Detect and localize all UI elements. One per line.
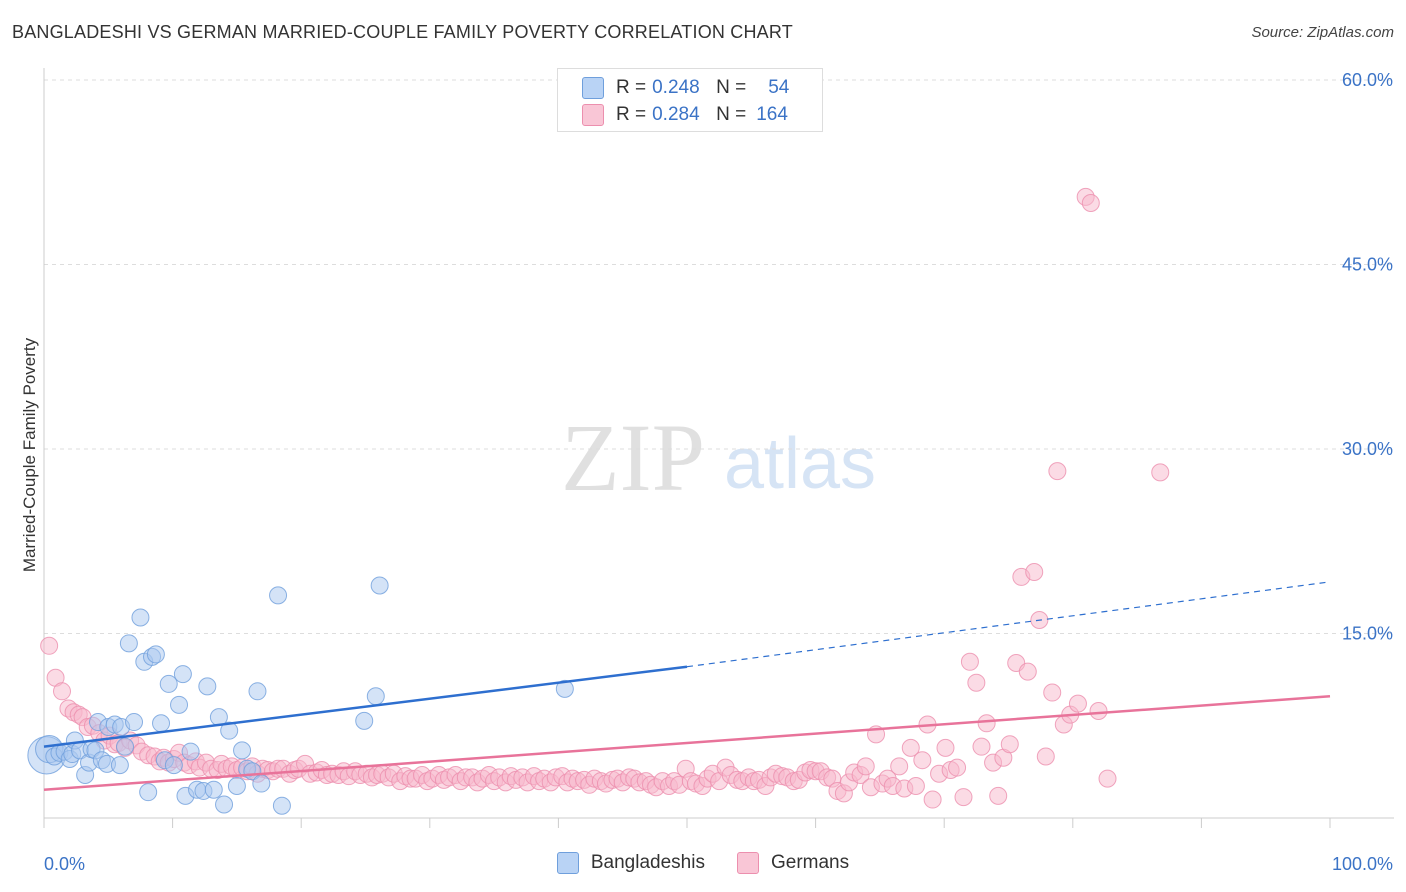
bangladeshis-point (164, 756, 183, 775)
r-value: 0.284 (652, 104, 700, 125)
germans-point (967, 673, 986, 692)
germans-point (960, 652, 979, 671)
germans-point (989, 786, 1008, 805)
bangladeshis-point (110, 756, 129, 775)
bangladeshis-point (116, 737, 135, 756)
legend-label: Bangladeshis (590, 852, 705, 873)
bangladeshis-point (272, 796, 291, 815)
germans-point (1081, 194, 1100, 212)
y-tick-labels: 15.0% 30.0% 45.0% 60.0% (1342, 70, 1393, 644)
watermark-atlas: atlas (724, 424, 876, 504)
axes (43, 68, 1394, 828)
germans-swatch (582, 104, 604, 126)
bangladeshis-point (181, 742, 200, 761)
germans-point (948, 758, 967, 777)
bangladeshis-point (370, 576, 389, 595)
y-tick-label: 60.0% (1342, 70, 1393, 90)
germans-swatch (736, 852, 759, 874)
watermark: ZIP atlas (561, 404, 876, 511)
bangladeshis-point (215, 795, 234, 814)
bangladeshis-swatch (556, 852, 579, 874)
germans-point (901, 738, 920, 757)
bangladeshis-swatch (582, 77, 604, 99)
bangladeshis-point (204, 780, 223, 799)
bangladeshis-point (555, 679, 574, 698)
germans-trend-line (43, 694, 1331, 791)
germans-point (923, 790, 942, 809)
bangladeshis-point (131, 608, 150, 627)
germans-point (1068, 694, 1087, 713)
source-credit: Source: ZipAtlas.com (1251, 24, 1394, 41)
germans-point (40, 636, 59, 655)
bangladeshis-point (227, 777, 246, 796)
bangladeshis-points (27, 576, 574, 815)
germans-point (890, 757, 909, 776)
bangladeshis-point (366, 687, 385, 706)
germans-point (1089, 701, 1108, 720)
r-value: 0.248 (652, 77, 700, 98)
bangladeshis-trend-line (43, 665, 688, 748)
stats-legend: R = 0.248 N = 54 R = 0.284 N = 164 (557, 68, 823, 132)
bangladeshis-point (198, 677, 217, 696)
germans-point (1018, 662, 1037, 681)
germans-point (954, 788, 973, 807)
germans-point (1151, 463, 1170, 482)
germans-point (977, 714, 996, 733)
bangladeshis-point (220, 721, 239, 740)
germans-point (1048, 462, 1067, 481)
bangladeshis-point (355, 711, 374, 730)
germans-point (1043, 683, 1062, 702)
germans-point (972, 737, 991, 756)
germans-point (1000, 735, 1019, 754)
stats-row-germans: R = 0.284 N = 164 (582, 104, 788, 126)
bangladeshis-trend-extension (686, 581, 1331, 668)
legend-item-germans[interactable]: Germans (736, 852, 850, 874)
germans-point (913, 751, 932, 770)
n-value: 54 (768, 77, 790, 98)
germans-point (856, 757, 875, 776)
germans-point (1098, 769, 1117, 788)
trend-lines (43, 581, 1331, 791)
bangladeshis-point (248, 682, 267, 701)
x-tick-labels: 0.0% 100.0% (44, 854, 1393, 874)
germans-point (906, 777, 925, 796)
germans-point (936, 738, 955, 757)
x-tick-label: 100.0% (1332, 854, 1393, 874)
bangladeshis-point (152, 714, 171, 733)
r-label: R = (616, 104, 647, 125)
n-label: N = (716, 104, 747, 125)
y-tick-label: 45.0% (1342, 255, 1393, 275)
germans-point (53, 682, 72, 701)
watermark-zip: ZIP (561, 404, 705, 511)
stats-row-bangladeshis: R = 0.248 N = 54 (582, 77, 789, 99)
n-label: N = (716, 77, 747, 98)
bangladeshis-point (252, 774, 271, 793)
x-tick-label: 0.0% (44, 854, 85, 874)
y-tick-label: 15.0% (1342, 624, 1393, 644)
bangladeshis-point (269, 586, 288, 605)
chart-title: BANGLADESHI VS GERMAN MARRIED-COUPLE FAM… (12, 22, 793, 42)
series-legend: Bangladeshis Germans (0, 852, 1406, 874)
bangladeshis-point (233, 741, 252, 760)
y-tick-label: 30.0% (1342, 439, 1393, 459)
r-label: R = (616, 77, 647, 98)
bangladeshis-point (146, 645, 165, 664)
germans-point (1025, 563, 1044, 581)
bangladeshis-point (173, 665, 192, 684)
legend-label: Germans (770, 852, 850, 873)
bangladeshis-point (159, 674, 178, 693)
bangladeshis-point (139, 783, 158, 802)
bangladeshis-point (125, 713, 144, 732)
legend-item-bangladeshis[interactable]: Bangladeshis (556, 852, 705, 874)
bangladeshis-point (119, 634, 138, 653)
germans-point (1036, 747, 1055, 766)
bangladeshis-point (170, 695, 189, 714)
gridlines (44, 79, 1394, 634)
n-value: 164 (756, 104, 788, 125)
